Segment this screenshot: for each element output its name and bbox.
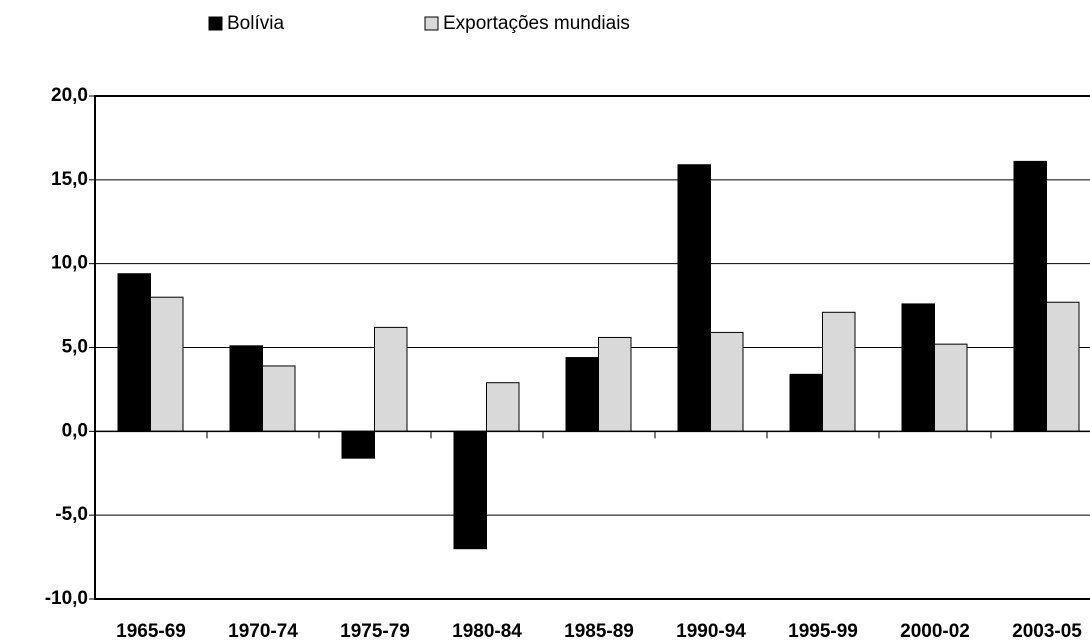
x-tick-label: 2000-02 xyxy=(900,621,970,642)
bar xyxy=(1013,160,1047,432)
bar xyxy=(565,357,599,432)
x-tick-label: 1970-74 xyxy=(228,621,298,642)
y-tick-label: 10,0 xyxy=(51,253,88,274)
bar xyxy=(150,296,184,432)
bar xyxy=(901,303,935,432)
legend-label: Bolívia xyxy=(227,13,284,34)
x-tick-label: 1980-84 xyxy=(452,621,522,642)
x-tick-label: 1965-69 xyxy=(116,621,186,642)
x-tick-label: 1975-79 xyxy=(340,621,410,642)
bar xyxy=(1046,301,1080,432)
bar xyxy=(229,345,263,432)
x-tick-label: 1985-89 xyxy=(564,621,634,642)
bar xyxy=(486,382,520,432)
bar xyxy=(677,164,711,432)
y-tick-label: 20,0 xyxy=(51,85,88,106)
legend-label: Exportações mundiais xyxy=(443,13,630,34)
y-tick-label: -10,0 xyxy=(45,588,88,609)
bar xyxy=(117,273,151,432)
y-tick-label: 5,0 xyxy=(62,337,88,358)
bar xyxy=(453,430,487,550)
y-tick-label: -5,0 xyxy=(55,504,88,525)
plot-border xyxy=(94,95,1090,600)
bar xyxy=(341,430,375,459)
x-tick-label: 1995-99 xyxy=(788,621,858,642)
legend-swatch xyxy=(208,16,223,31)
bar xyxy=(822,311,856,432)
bar xyxy=(789,373,823,432)
bar xyxy=(598,336,632,432)
y-tick-label: 15,0 xyxy=(51,169,88,190)
bar xyxy=(710,331,744,432)
bar xyxy=(374,326,408,432)
bar xyxy=(262,365,296,432)
bar xyxy=(934,343,968,432)
y-tick-label: 0,0 xyxy=(62,420,88,441)
x-tick-label: 1990-94 xyxy=(676,621,746,642)
legend-swatch xyxy=(424,16,439,31)
x-tick-label: 2003-05 xyxy=(1012,621,1082,642)
